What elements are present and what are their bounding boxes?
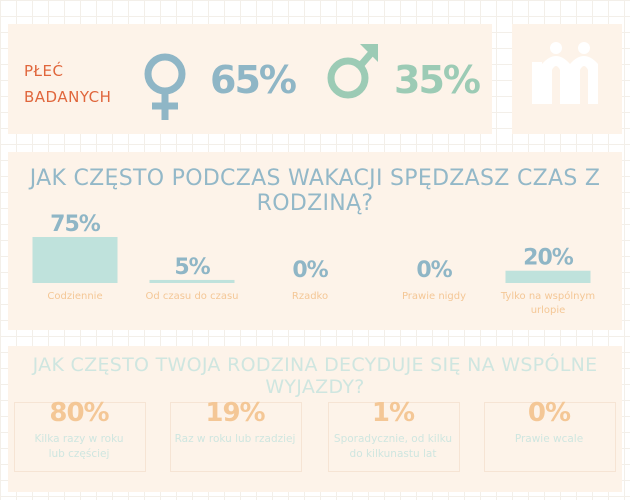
trip-tile xyxy=(484,402,616,472)
trip-label-line: do kilkunastu lat xyxy=(349,448,437,460)
category-label: Prawie nigdy xyxy=(402,291,466,302)
category-label: Codziennie xyxy=(47,291,102,302)
trip-label-line: Raz w roku lub rzadziej xyxy=(174,433,296,445)
category-label: Rzadko xyxy=(292,291,328,302)
category-label: Od czasu do czasu xyxy=(145,291,238,302)
vacation-question-title: JAK CZĘSTO PODCZAS WAKACJI SPĘDZASZ CZAS… xyxy=(29,166,601,216)
male-percentage: 35% xyxy=(394,58,481,102)
bar-5 xyxy=(505,270,591,283)
female-symbol-icon xyxy=(144,53,186,120)
trip-label-line: lub częściej xyxy=(48,448,110,460)
trip-label-line: Sporadycznie, od kilku xyxy=(333,433,453,445)
trip-value: 1% xyxy=(371,398,415,428)
trip-label-line: Kilka razy w roku xyxy=(34,433,124,445)
trip-tile xyxy=(14,402,146,472)
male-symbol-icon xyxy=(327,44,378,99)
trip-label: Sporadycznie, od kilku do kilkunastu lat xyxy=(318,432,468,462)
trip-tile xyxy=(170,402,302,472)
bar-1 xyxy=(32,237,118,283)
bar-2 xyxy=(149,279,235,283)
gender-panel xyxy=(8,24,492,134)
trip-tile xyxy=(328,402,460,472)
bar-value-label: 5% xyxy=(174,255,210,280)
vacation-bar-chart: 75% Codziennie 5% Od czasu do czasu 0% Rzadko… xyxy=(32,212,595,316)
category-label: urlopie xyxy=(531,305,566,316)
trip-value: 19% xyxy=(205,398,265,428)
trip-label: Prawie wcale xyxy=(474,432,624,447)
bar-value-label: 0% xyxy=(416,258,452,283)
female-percentage: 65% xyxy=(210,58,297,102)
bar-value-label: 0% xyxy=(292,258,328,283)
trip-value: 0% xyxy=(527,398,571,428)
trip-label: Kilka razy w roku lub częściej xyxy=(4,432,154,462)
gender-label-line2: BADANYCH xyxy=(24,88,112,106)
category-label: Tylko na wspólnym xyxy=(500,290,595,302)
trip-value: 80% xyxy=(49,398,109,428)
trip-label: Raz w roku lub rzadziej xyxy=(160,432,310,447)
logo-icon xyxy=(532,42,598,104)
bar-value-label: 75% xyxy=(50,212,101,237)
gender-label: PŁEĆ BADANYCH xyxy=(24,58,111,110)
trips-question-title: JAK CZĘSTO TWOJA RODZINA DECYDUJE SIĘ NA… xyxy=(32,354,598,398)
gender-label-line1: PŁEĆ xyxy=(24,62,64,80)
trip-label-line: Prawie wcale xyxy=(514,433,584,445)
bar-value-label: 20% xyxy=(523,246,574,271)
